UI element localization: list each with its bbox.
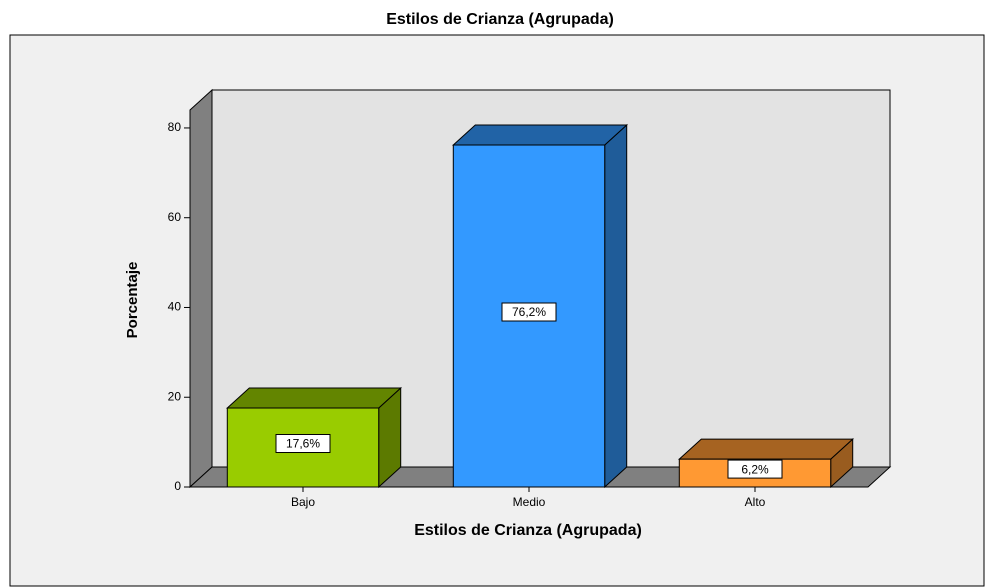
chart-title: Estilos de Crianza (Agrupada) xyxy=(386,11,614,28)
value-label-box xyxy=(275,434,331,454)
y-axis-label: Porcentaje xyxy=(124,262,141,339)
x-tick-label: Alto xyxy=(745,495,766,509)
value-label: 17,6% xyxy=(286,437,320,451)
side-wall xyxy=(189,88,213,489)
bar-top xyxy=(677,438,855,460)
y-tick-label: 60 xyxy=(168,210,182,224)
bar-top xyxy=(225,387,403,409)
value-label: 6,2% xyxy=(741,462,769,476)
value-label: 76,2% xyxy=(512,305,546,319)
x-tick-label: Bajo xyxy=(291,495,315,509)
value-label-box xyxy=(727,459,783,479)
y-tick-label: 80 xyxy=(168,120,182,134)
value-label-box xyxy=(501,302,557,322)
y-tick-label: 0 xyxy=(174,479,181,493)
x-axis-label: Estilos de Crianza (Agrupada) xyxy=(414,522,642,539)
bar-top xyxy=(451,124,629,146)
y-tick-label: 40 xyxy=(168,300,182,314)
y-tick-label: 20 xyxy=(168,389,182,403)
bar-side xyxy=(604,123,628,489)
x-tick-label: Medio xyxy=(513,495,546,509)
